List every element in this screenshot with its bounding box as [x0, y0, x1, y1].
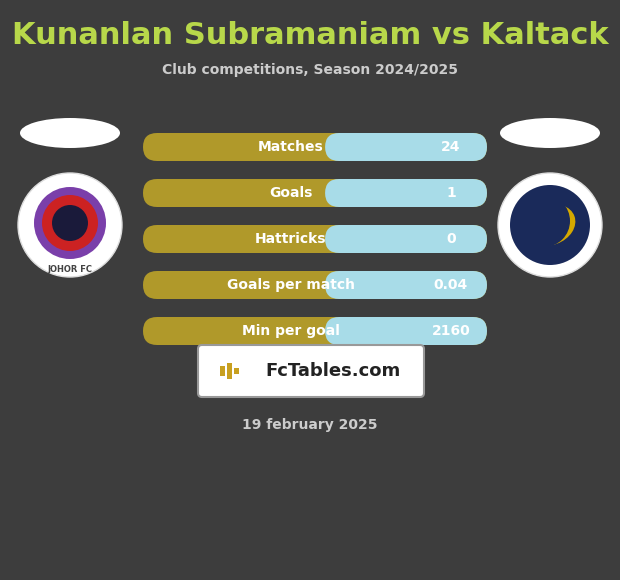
FancyBboxPatch shape	[325, 271, 487, 299]
Circle shape	[518, 195, 570, 247]
Text: 19 february 2025: 19 february 2025	[242, 418, 378, 432]
Bar	[227, 363, 232, 379]
Text: Matches: Matches	[258, 140, 324, 154]
Text: Goals per match: Goals per match	[227, 278, 355, 292]
Text: JOHOR FC: JOHOR FC	[48, 264, 92, 274]
Text: Min per goal: Min per goal	[242, 324, 340, 338]
FancyBboxPatch shape	[143, 317, 487, 345]
Circle shape	[498, 173, 602, 277]
Circle shape	[18, 173, 122, 277]
FancyBboxPatch shape	[143, 133, 487, 161]
Text: 0: 0	[446, 232, 456, 246]
Text: 2160: 2160	[432, 324, 470, 338]
FancyBboxPatch shape	[325, 133, 487, 161]
Text: 24: 24	[441, 140, 461, 154]
Text: FcTables.com: FcTables.com	[265, 362, 401, 380]
Circle shape	[34, 187, 106, 259]
FancyBboxPatch shape	[143, 271, 487, 299]
FancyBboxPatch shape	[198, 345, 424, 397]
Circle shape	[52, 205, 88, 241]
Circle shape	[510, 185, 590, 265]
Text: 0.04: 0.04	[434, 278, 468, 292]
FancyBboxPatch shape	[325, 317, 487, 345]
Ellipse shape	[525, 204, 575, 246]
Text: Hattricks: Hattricks	[255, 232, 327, 246]
Bar	[234, 368, 239, 374]
FancyBboxPatch shape	[143, 225, 487, 253]
Circle shape	[42, 195, 98, 251]
Text: Goals: Goals	[269, 186, 312, 200]
Ellipse shape	[500, 118, 600, 148]
FancyBboxPatch shape	[325, 179, 487, 207]
Text: Club competitions, Season 2024/2025: Club competitions, Season 2024/2025	[162, 63, 458, 77]
Ellipse shape	[20, 118, 120, 148]
FancyBboxPatch shape	[325, 225, 487, 253]
Text: Kunanlan Subramaniam vs Kaltack: Kunanlan Subramaniam vs Kaltack	[12, 20, 608, 49]
Text: 1: 1	[446, 186, 456, 200]
Bar	[220, 366, 225, 376]
FancyBboxPatch shape	[143, 179, 487, 207]
